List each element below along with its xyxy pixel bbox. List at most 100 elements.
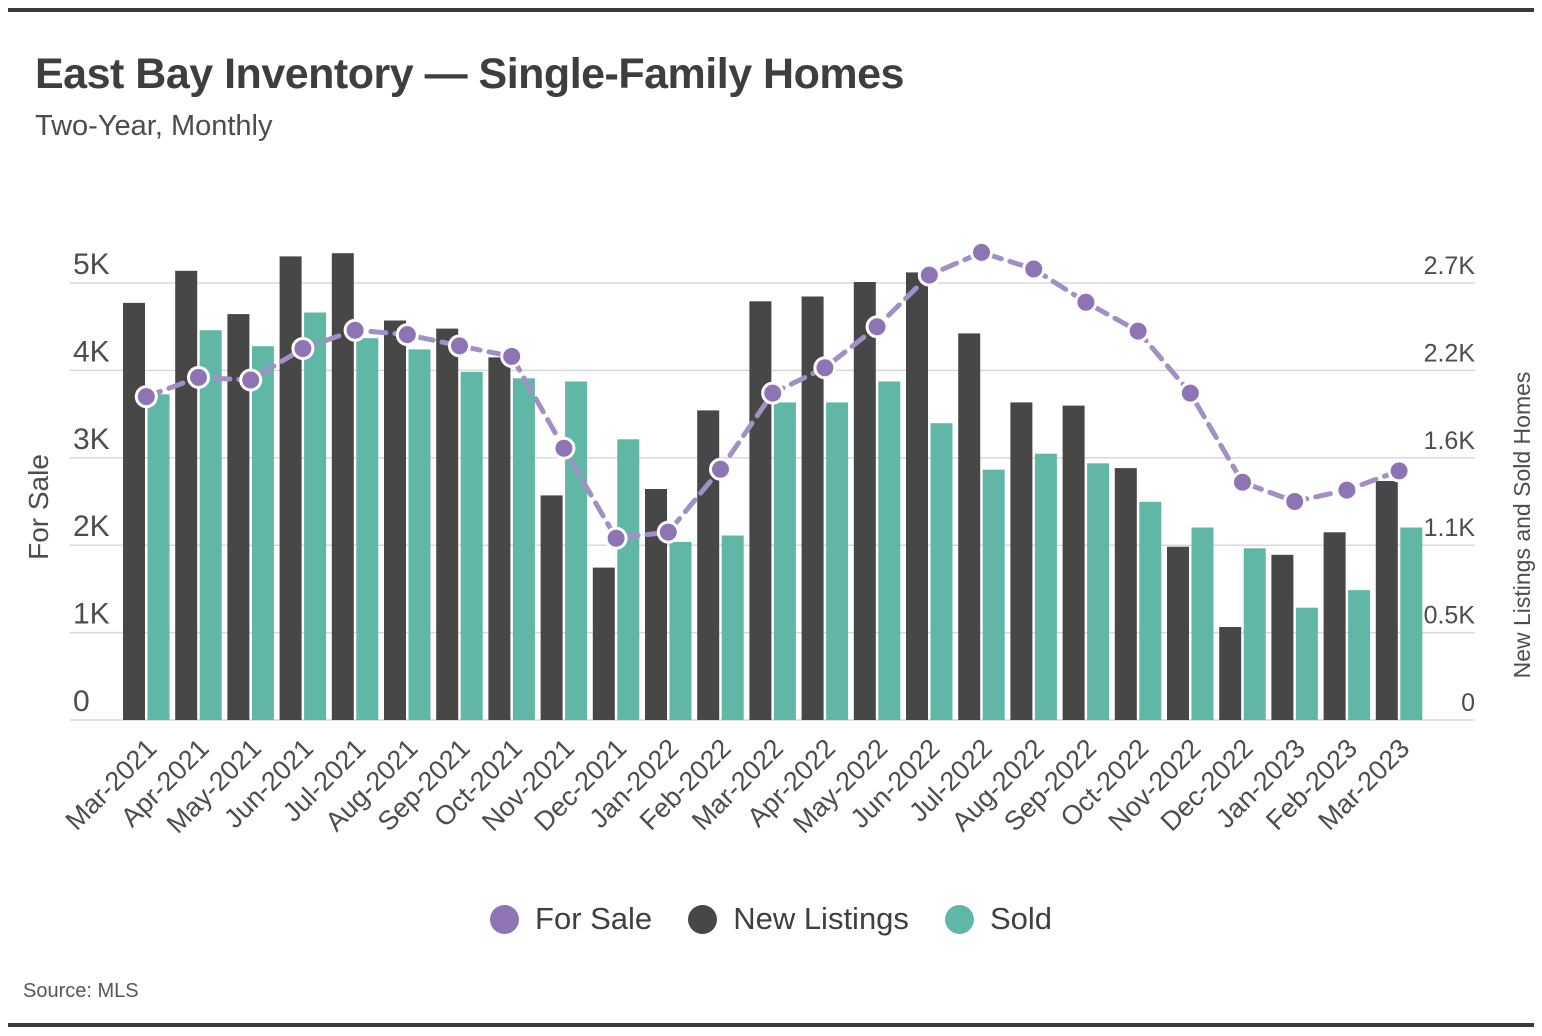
- bar-new-listings: [958, 333, 981, 720]
- for-sale-point: [1178, 381, 1202, 405]
- bar-new-listings: [1167, 546, 1189, 720]
- for-sale-point: [291, 337, 315, 360]
- bar-sold: [1191, 527, 1214, 720]
- for-sale-point: [187, 365, 210, 389]
- for-sale-point: [1283, 490, 1307, 513]
- for-sale-point: [552, 436, 576, 460]
- bar-sold: [1348, 590, 1371, 720]
- bar-sold: [356, 338, 379, 720]
- bar-new-listings: [801, 296, 824, 720]
- bar-new-listings: [853, 282, 876, 720]
- legend-label-for-sale: For Sale: [535, 901, 653, 936]
- bar-sold: [199, 330, 222, 720]
- bar-new-listings: [384, 320, 406, 720]
- for-sale-point: [604, 526, 628, 550]
- legend-item-new-listings: New Listings: [688, 901, 909, 937]
- bar-new-listings: [1062, 405, 1085, 720]
- bar-new-listings: [1219, 627, 1242, 720]
- bottom-border-rule: [8, 1023, 1534, 1027]
- legend-item-sold: Sold: [944, 901, 1052, 937]
- bar-sold: [512, 378, 535, 720]
- left-axis-tick: 1K: [73, 598, 110, 631]
- bar-sold: [1139, 501, 1162, 720]
- bar-new-listings: [697, 410, 720, 720]
- legend-swatch-for-sale: [490, 904, 520, 934]
- for-sale-point: [395, 323, 419, 347]
- legend-label-sold: Sold: [989, 901, 1052, 936]
- for-sale-point: [1022, 257, 1046, 281]
- legend-item-for-sale: For Sale: [490, 901, 652, 937]
- bar-sold: [408, 349, 431, 720]
- bar-new-listings: [331, 253, 354, 720]
- bar-sold: [304, 312, 327, 720]
- bar-new-listings: [1375, 481, 1398, 720]
- bar-sold: [1295, 607, 1318, 720]
- inventory-chart: 0 0 1K 0.5K 2K 1.1K 3K 1.6K 4K 2.2K 5K 2.7K For Sale…: [23, 240, 1535, 839]
- bar-new-listings: [540, 495, 563, 720]
- bar-new-listings: [592, 567, 615, 720]
- legend-label-new-listings: New Listings: [733, 901, 909, 936]
- bar-sold: [251, 346, 274, 720]
- right-axis-tick: 2.7K: [1424, 252, 1476, 280]
- source-note: Source: MLS: [23, 980, 139, 1002]
- chart-legend: For Sale New Listings Sold: [0, 901, 1542, 937]
- for-sale-point: [761, 381, 785, 405]
- right-axis-tick: 0.5K: [1424, 602, 1476, 630]
- bar-new-listings: [123, 302, 145, 720]
- bar-new-listings: [1323, 532, 1346, 720]
- for-sale-point: [134, 385, 158, 409]
- bar-new-listings: [906, 272, 928, 720]
- bar-new-listings: [645, 489, 667, 720]
- for-sale-point: [1126, 319, 1150, 343]
- bar-new-listings: [1271, 554, 1294, 720]
- bar-sold: [617, 439, 640, 720]
- bar-sold: [1034, 453, 1057, 720]
- bar-new-listings: [1114, 468, 1137, 720]
- bar-sold: [930, 423, 953, 720]
- for-sale-point: [813, 356, 837, 380]
- right-axis-tick: 1.1K: [1424, 514, 1476, 542]
- bar-sold: [982, 469, 1005, 720]
- bar-sold: [460, 371, 483, 720]
- for-sale-point: [917, 263, 941, 287]
- for-sale-point: [1074, 290, 1098, 314]
- for-sale-point: [1231, 470, 1254, 494]
- top-border-rule: [8, 8, 1534, 12]
- page-subtitle: Two-Year, Monthly: [35, 110, 273, 142]
- right-axis-title: New Listings and Sold Homes: [1509, 372, 1535, 679]
- for-sale-point: [1335, 478, 1359, 502]
- right-axis-tick: 0: [1461, 689, 1475, 717]
- for-sale-point: [448, 334, 471, 358]
- bar-sold: [1243, 548, 1266, 720]
- left-axis-tick: 0: [73, 685, 90, 718]
- bar-sold: [1400, 527, 1423, 720]
- bar-new-listings: [749, 301, 772, 720]
- left-axis-tick: 4K: [73, 335, 110, 368]
- left-axis-title: For Sale: [23, 454, 54, 560]
- for-sale-point: [343, 318, 367, 342]
- bar-sold: [669, 541, 692, 720]
- right-axis-tick: 1.6K: [1424, 427, 1476, 455]
- bar-new-listings: [175, 270, 198, 720]
- for-sale-point: [865, 315, 889, 339]
- right-axis-tick: 2.2K: [1424, 339, 1476, 367]
- for-sale-point: [970, 240, 993, 264]
- left-axis-tick: 3K: [73, 423, 110, 456]
- legend-swatch-sold: [944, 904, 974, 934]
- for-sale-point: [656, 520, 680, 544]
- bar-sold: [721, 535, 744, 720]
- for-sale-point: [709, 457, 732, 481]
- left-axis-tick: 2K: [73, 510, 110, 543]
- bar-new-listings: [488, 357, 511, 720]
- bar-sold: [773, 402, 796, 720]
- bar-new-listings: [436, 328, 459, 720]
- legend-swatch-new-listings: [688, 904, 718, 934]
- for-sale-point: [500, 344, 524, 368]
- bar-new-listings: [1010, 402, 1033, 720]
- bar-sold: [1087, 463, 1110, 720]
- page-title: East Bay Inventory — Single-Family Homes: [35, 50, 904, 98]
- bar-sold: [565, 381, 588, 720]
- bar-sold: [826, 402, 849, 720]
- bar-new-listings: [227, 314, 250, 720]
